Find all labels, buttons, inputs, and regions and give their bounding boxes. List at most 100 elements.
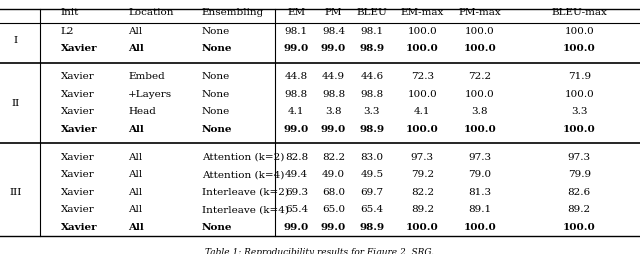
- Text: None: None: [202, 90, 230, 99]
- Text: 100.0: 100.0: [408, 27, 437, 36]
- Text: Xavier: Xavier: [61, 153, 95, 162]
- Text: 99.0: 99.0: [321, 223, 346, 232]
- Text: None: None: [202, 72, 230, 81]
- Text: BLEU: BLEU: [356, 8, 387, 17]
- Text: None: None: [202, 125, 232, 134]
- Text: All: All: [128, 170, 142, 179]
- Text: 68.0: 68.0: [322, 188, 345, 197]
- Text: None: None: [202, 27, 230, 36]
- Text: Xavier: Xavier: [61, 125, 97, 134]
- Text: 99.0: 99.0: [321, 44, 346, 53]
- Text: 89.1: 89.1: [468, 205, 492, 214]
- Text: 82.6: 82.6: [568, 188, 591, 197]
- Text: 98.1: 98.1: [285, 27, 308, 36]
- Text: 99.0: 99.0: [321, 125, 346, 134]
- Text: All: All: [128, 188, 142, 197]
- Text: 69.3: 69.3: [285, 188, 308, 197]
- Text: 100.0: 100.0: [406, 44, 439, 53]
- Text: Interleave (k=2): Interleave (k=2): [202, 188, 289, 197]
- Text: 98.9: 98.9: [359, 223, 385, 232]
- Text: 97.3: 97.3: [468, 153, 492, 162]
- Text: 98.8: 98.8: [360, 90, 383, 99]
- Text: 98.8: 98.8: [322, 90, 345, 99]
- Text: III: III: [10, 188, 22, 197]
- Text: 82.8: 82.8: [285, 153, 308, 162]
- Text: +Layers: +Layers: [128, 90, 172, 99]
- Text: All: All: [128, 27, 142, 36]
- Text: 98.4: 98.4: [322, 27, 345, 36]
- Text: 4.1: 4.1: [414, 107, 431, 116]
- Text: Attention (k=2): Attention (k=2): [202, 153, 284, 162]
- Text: 83.0: 83.0: [360, 153, 383, 162]
- Text: 44.6: 44.6: [360, 72, 383, 81]
- Text: EM-max: EM-max: [401, 8, 444, 17]
- Text: 79.2: 79.2: [411, 170, 434, 179]
- Text: 65.4: 65.4: [285, 205, 308, 214]
- Text: 82.2: 82.2: [411, 188, 434, 197]
- Text: Xavier: Xavier: [61, 223, 97, 232]
- Text: Xavier: Xavier: [61, 72, 95, 81]
- Text: 79.0: 79.0: [468, 170, 492, 179]
- Text: 100.0: 100.0: [463, 223, 497, 232]
- Text: 100.0: 100.0: [564, 27, 594, 36]
- Text: All: All: [128, 44, 144, 53]
- Text: 49.5: 49.5: [360, 170, 383, 179]
- Text: 89.2: 89.2: [411, 205, 434, 214]
- Text: 3.8: 3.8: [325, 107, 342, 116]
- Text: 100.0: 100.0: [406, 223, 439, 232]
- Text: 49.4: 49.4: [285, 170, 308, 179]
- Text: 44.9: 44.9: [322, 72, 345, 81]
- Text: PM: PM: [324, 8, 342, 17]
- Text: PM-max: PM-max: [459, 8, 501, 17]
- Text: 65.0: 65.0: [322, 205, 345, 214]
- Text: 99.0: 99.0: [284, 44, 309, 53]
- Text: All: All: [128, 125, 144, 134]
- Text: 97.3: 97.3: [411, 153, 434, 162]
- Text: 100.0: 100.0: [564, 90, 594, 99]
- Text: EM: EM: [287, 8, 305, 17]
- Text: 49.0: 49.0: [322, 170, 345, 179]
- Text: 100.0: 100.0: [465, 90, 495, 99]
- Text: 3.8: 3.8: [472, 107, 488, 116]
- Text: Xavier: Xavier: [61, 44, 97, 53]
- Text: 3.3: 3.3: [571, 107, 588, 116]
- Text: 100.0: 100.0: [563, 44, 596, 53]
- Text: Embed: Embed: [128, 72, 164, 81]
- Text: II: II: [12, 99, 20, 107]
- Text: Init: Init: [61, 8, 79, 17]
- Text: Ensembling: Ensembling: [202, 8, 264, 17]
- Text: Xavier: Xavier: [61, 107, 95, 116]
- Text: All: All: [128, 153, 142, 162]
- Text: 72.2: 72.2: [468, 72, 492, 81]
- Text: Table 1: Reproducibility results for Figure 2, SRG.: Table 1: Reproducibility results for Fig…: [205, 248, 435, 254]
- Text: Xavier: Xavier: [61, 90, 95, 99]
- Text: 98.8: 98.8: [285, 90, 308, 99]
- Text: 82.2: 82.2: [322, 153, 345, 162]
- Text: L2: L2: [61, 27, 74, 36]
- Text: 99.0: 99.0: [284, 125, 309, 134]
- Text: Location: Location: [128, 8, 173, 17]
- Text: 100.0: 100.0: [563, 125, 596, 134]
- Text: 99.0: 99.0: [284, 223, 309, 232]
- Text: Xavier: Xavier: [61, 170, 95, 179]
- Text: 3.3: 3.3: [364, 107, 380, 116]
- Text: 100.0: 100.0: [408, 90, 437, 99]
- Text: 89.2: 89.2: [568, 205, 591, 214]
- Text: I: I: [14, 36, 18, 45]
- Text: BLEU-max: BLEU-max: [551, 8, 607, 17]
- Text: All: All: [128, 223, 144, 232]
- Text: Head: Head: [128, 107, 156, 116]
- Text: 44.8: 44.8: [285, 72, 308, 81]
- Text: 98.1: 98.1: [360, 27, 383, 36]
- Text: 98.9: 98.9: [359, 44, 385, 53]
- Text: 69.7: 69.7: [360, 188, 383, 197]
- Text: Interleave (k=4): Interleave (k=4): [202, 205, 289, 214]
- Text: Xavier: Xavier: [61, 205, 95, 214]
- Text: None: None: [202, 44, 232, 53]
- Text: Xavier: Xavier: [61, 188, 95, 197]
- Text: 100.0: 100.0: [465, 27, 495, 36]
- Text: All: All: [128, 205, 142, 214]
- Text: Attention (k=4): Attention (k=4): [202, 170, 284, 179]
- Text: 71.9: 71.9: [568, 72, 591, 81]
- Text: 98.9: 98.9: [359, 125, 385, 134]
